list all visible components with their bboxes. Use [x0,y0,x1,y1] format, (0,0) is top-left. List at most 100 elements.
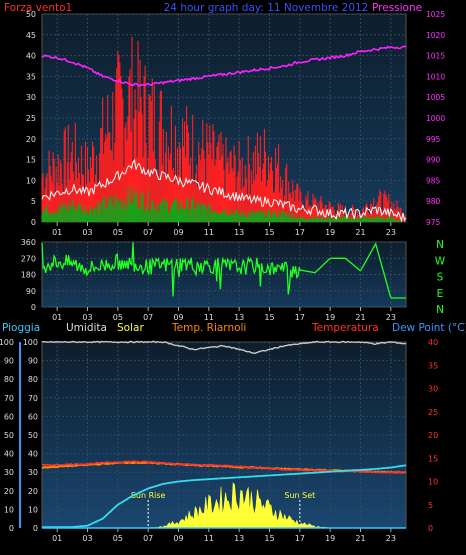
y-tick-label-right: 5 [428,501,433,510]
x-tick-label: 23 [386,313,396,322]
x-tick-label: 11 [204,228,214,237]
x-tick-label: 21 [355,313,365,322]
wind-direction-line [41,242,406,299]
wind-axis-title: Forza vento1 [4,2,72,14]
y-tick-label-right: 20 [428,431,438,440]
wind-panel-axes: 0510152025303540455097598098599099510001… [26,10,446,237]
y-tick-label-left: 20 [28,487,38,496]
x-tick-label: 19 [325,534,335,543]
y-tick-label-left-outer: 80 [4,375,14,384]
x-tick-label: 03 [82,313,92,322]
y-tick-label-left: 30 [28,468,38,477]
compass-label: W [435,255,446,267]
y-tick-label-left-outer: 10 [4,505,14,514]
y-tick-label-left: 90 [28,357,38,366]
x-tick-label: 21 [355,534,365,543]
x-tick-label: 13 [234,534,244,543]
x-tick-label: 07 [143,228,153,237]
x-tick-label: 15 [264,313,274,322]
y-tick-label-right: 1000 [426,114,445,123]
pressure-axis-title: Pressione [372,2,422,14]
x-tick-label: 17 [295,228,305,237]
compass-label: N [436,304,444,316]
x-tick-label: 03 [82,534,92,543]
sun-marker-label: Sun Set [284,491,315,500]
legend-pioggia: Pioggia [2,322,40,334]
humidity-line [41,340,407,355]
x-tick-label: 01 [52,313,62,322]
y-tick-label-left: 50 [26,10,36,19]
y-tick-label-right: 995 [426,135,441,144]
y-tick-label-left-outer: 20 [4,487,14,496]
y-tick-label-left: 20 [26,135,36,144]
legend-temperatura: Temperatura [311,322,379,334]
y-tick-label-right: 1020 [426,31,445,40]
legend-temp-riarnoli: Temp. Riarnoli [171,322,246,334]
y-tick-label-left-outer: 60 [4,412,14,421]
temp-panel-marks: Sun Rise Sun Set [41,340,407,529]
direction-panel-marks [41,242,406,299]
x-tick-label: 01 [52,534,62,543]
y-tick-label-right: 25 [428,408,438,417]
y-tick-label-right: 975 [426,218,441,227]
x-tick-label: 09 [173,534,183,543]
y-tick-label-left: 30 [26,93,36,102]
legend-dew-point: Dew Point (°C) [392,322,466,334]
dew-point-line [42,464,407,528]
x-tick-label: 09 [173,228,183,237]
y-tick-label-right: 1015 [426,52,445,61]
y-tick-label-right: 980 [426,197,441,206]
y-tick-label-left: 10 [26,176,36,185]
y-tick-label-right: 990 [426,156,441,165]
y-tick-label-right: 985 [426,176,441,185]
pressure-line [41,45,407,88]
y-tick-label: 90 [26,287,36,296]
y-tick-label-left: 50 [28,431,38,440]
y-tick-label-left: 15 [26,156,36,165]
y-tick-label-left: 70 [28,394,38,403]
y-tick-label-right: 10 [428,478,438,487]
x-tick-label: 13 [234,228,244,237]
y-tick-label-left: 25 [26,114,36,123]
y-tick-label-left-outer: 30 [4,468,14,477]
x-tick-label: 09 [173,313,183,322]
x-tick-label: 03 [82,228,92,237]
compass-label: S [437,272,444,284]
y-tick-label-left: 40 [26,52,36,61]
x-tick-label: 11 [204,313,214,322]
x-tick-label: 19 [325,228,335,237]
y-tick-label-right: 15 [428,454,438,463]
y-tick-label-left-outer: 100 [0,338,14,347]
y-tick-label-left: 10 [28,505,38,514]
y-tick-label-right: 1010 [426,72,445,81]
x-tick-label: 19 [325,313,335,322]
wind-panel-marks [41,36,407,223]
y-tick-label: 360 [21,238,36,247]
y-tick-label-left-outer: 40 [4,450,14,459]
compass-label: N [436,239,444,251]
wind-gust-line [41,158,407,223]
x-tick-label: 01 [52,228,62,237]
x-tick-label: 15 [264,534,274,543]
y-tick-label-right: 1005 [426,93,445,102]
x-tick-label: 17 [295,313,305,322]
x-tick-label: 07 [143,313,153,322]
y-tick-label-left-outer: 0 [9,524,14,533]
y-tick-label: 270 [21,254,36,263]
y-tick-label-left: 40 [28,450,38,459]
x-tick-label: 17 [295,534,305,543]
y-tick-label-left: 80 [28,375,38,384]
y-tick-label-right: 1025 [426,10,445,19]
compass-label: E [437,288,444,300]
x-tick-label: 23 [386,228,396,237]
y-tick-label-left: 0 [31,218,36,227]
y-tick-label: 180 [21,271,36,280]
x-tick-label: 05 [113,534,123,543]
y-tick-label-left: 100 [23,338,38,347]
x-tick-label: 23 [386,534,396,543]
x-tick-label: 21 [355,228,365,237]
y-tick-label-left: 35 [26,72,36,81]
y-tick-label: 0 [31,303,36,312]
